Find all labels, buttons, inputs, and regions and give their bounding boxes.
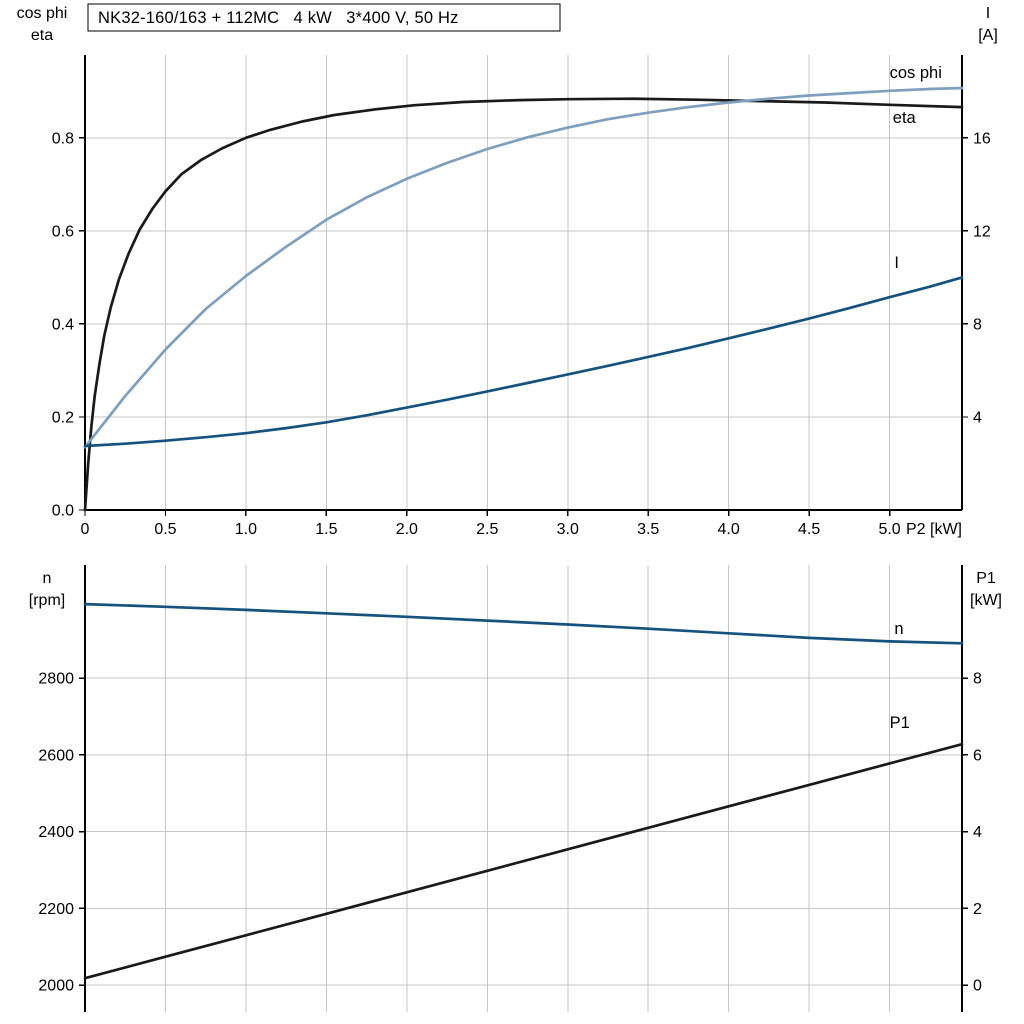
right-axis-title: I [986,5,990,22]
curve-I [83,276,964,448]
curve-P1 [83,742,964,980]
right-axis-title: [kW] [970,592,1002,609]
curve-label-I: I [894,254,899,272]
left-axis-title: [rpm] [29,592,65,609]
x-tick-label: 5.0 [878,521,900,538]
curve-label-cos phi: cos phi [890,64,942,82]
left-tick-label: 2800 [38,671,74,688]
left-tick-label: 2000 [38,978,74,995]
left-tick-label: 0.2 [52,409,74,426]
x-tick-label: 1.0 [235,521,257,538]
x-tick-label: 0 [81,521,90,538]
curve-cos phi [83,86,964,449]
x-tick-label: 2.5 [476,521,498,538]
right-tick-label: 0 [973,978,982,995]
curve-label-eta: eta [893,109,917,127]
right-tick-label: 4 [973,409,982,426]
left-tick-label: 2200 [38,901,74,918]
right-tick-label: 8 [973,671,982,688]
x-tick-label: 4.0 [718,521,740,538]
x-tick-label: 2.0 [396,521,418,538]
plot-mechanical: 2000 2200 2400 2600 2800 0 2 4 6 8 n [rpm] P1 [kW] P1 n [29,565,1002,1012]
chart-title-box: NK32-160/163 + 112MC 4 kW 3*400 V, 50 Hz [87,3,561,32]
right-axis-title: P1 [976,570,996,587]
curve-n [83,602,964,645]
right-tick-label: 16 [973,130,991,147]
curve-eta [83,97,964,512]
right-tick-label: 4 [973,824,982,841]
left-tick-label: 0.4 [52,316,74,333]
right-tick-label: 8 [973,316,982,333]
right-tick-label: 6 [973,747,982,764]
left-tick-label: 0.6 [52,223,74,240]
left-tick-label: 2400 [38,824,74,841]
right-tick-label: 2 [973,901,982,918]
left-axis-title: eta [31,27,53,44]
curve-label-n: n [894,620,903,638]
right-axis-title: [A] [978,27,998,44]
x-tick-label: 4.5 [798,521,820,538]
chart-title: NK32-160/163 + 112MC 4 kW 3*400 V, 50 Hz [98,9,459,27]
x-tick-label: 3.0 [557,521,579,538]
right-tick-label: 12 [973,223,991,240]
x-tick-label: 1.5 [315,521,337,538]
left-tick-label: 0.0 [52,503,74,520]
left-axis-title: cos phi [17,5,68,22]
x-axis-label: P2 [kW] [906,521,962,538]
left-tick-label: 2600 [38,747,74,764]
x-tick-label: 0.5 [154,521,176,538]
curve-label-P1: P1 [890,714,910,732]
plot-electrical: 0 0.5 1.0 1.5 2.0 2.5 3.0 3.5 4.0 4.5 5.0 P2 [kW] 0.… [17,5,998,538]
title-box-border [87,3,561,32]
left-axis-title: n [43,570,52,587]
x-tick-label: 3.5 [637,521,659,538]
left-tick-label: 0.8 [52,130,74,147]
